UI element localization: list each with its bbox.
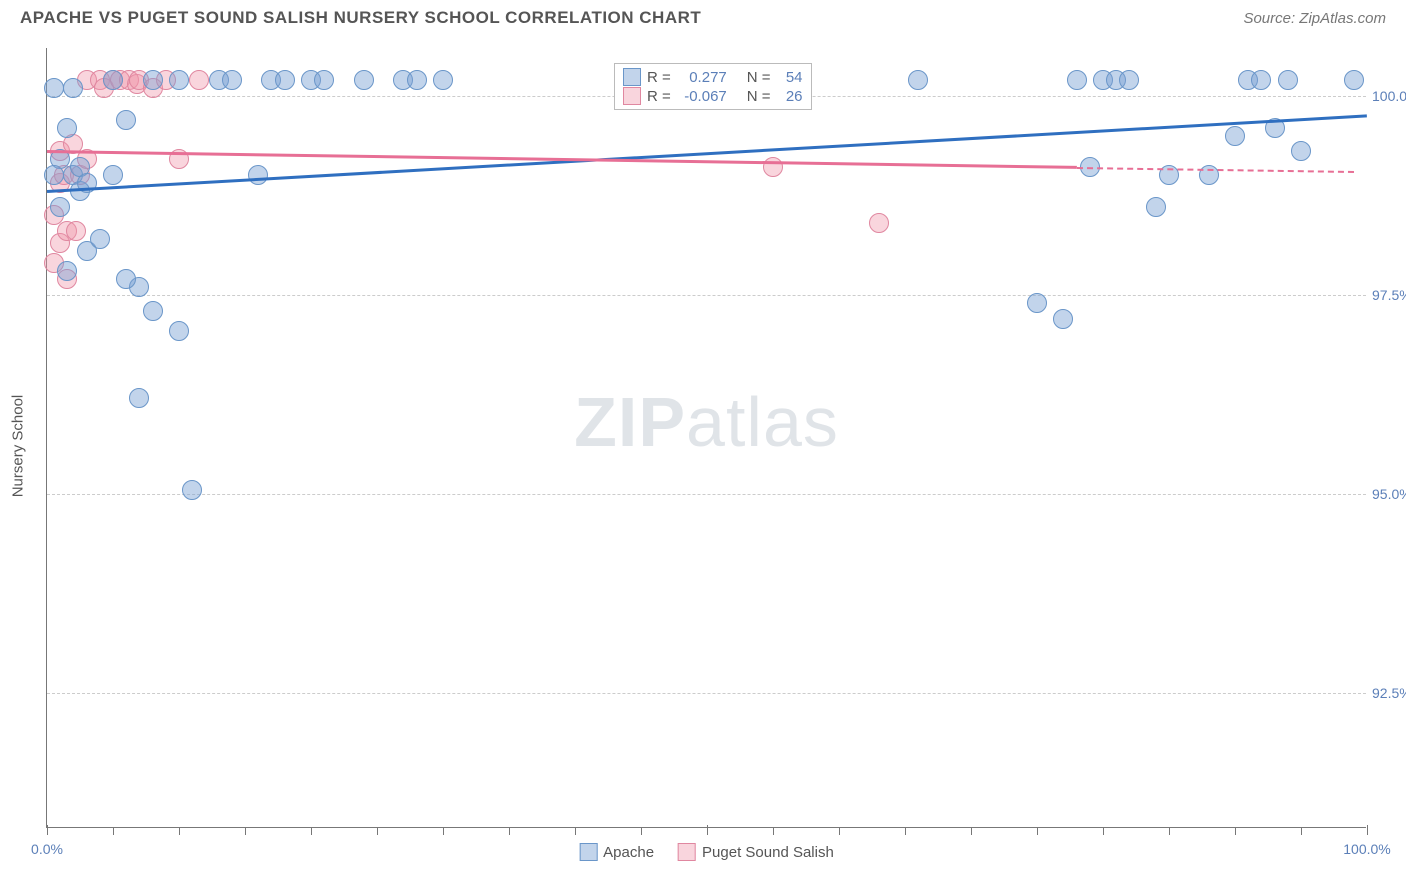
x-tick <box>971 827 972 835</box>
data-point <box>869 213 889 233</box>
x-tick <box>443 827 444 835</box>
data-point <box>103 165 123 185</box>
x-tick <box>509 827 510 835</box>
x-tick <box>905 827 906 835</box>
scatter-chart: ZIPatlas ApachePuget Sound Salish 92.5%9… <box>46 48 1366 828</box>
x-tick <box>641 827 642 835</box>
y-tick-label: 95.0% <box>1372 486 1406 502</box>
data-point <box>248 165 268 185</box>
source-label: Source: ZipAtlas.com <box>1243 10 1386 27</box>
data-point <box>143 70 163 90</box>
data-point <box>354 70 374 90</box>
data-point <box>143 301 163 321</box>
data-point <box>57 261 77 281</box>
data-point <box>182 480 202 500</box>
y-axis-title: Nursery School <box>10 395 27 498</box>
x-tick <box>839 827 840 835</box>
legend-swatch <box>678 843 696 861</box>
y-tick-label: 100.0% <box>1372 88 1406 104</box>
x-tick <box>311 827 312 835</box>
x-tick <box>113 827 114 835</box>
x-tick <box>1037 827 1038 835</box>
x-tick <box>773 827 774 835</box>
legend-item: Apache <box>579 843 654 861</box>
data-point <box>57 118 77 138</box>
data-point <box>1291 141 1311 161</box>
legend-swatch <box>623 87 641 105</box>
chart-title: APACHE VS PUGET SOUND SALISH NURSERY SCH… <box>20 8 701 28</box>
gridline <box>47 494 1366 495</box>
x-tick <box>377 827 378 835</box>
data-point <box>169 321 189 341</box>
x-tick <box>1169 827 1170 835</box>
stats-row: R =-0.067N =26 <box>623 87 803 105</box>
watermark: ZIPatlas <box>574 382 839 462</box>
data-point <box>44 165 64 185</box>
data-point <box>116 110 136 130</box>
data-point <box>314 70 334 90</box>
legend-swatch <box>579 843 597 861</box>
data-point <box>908 70 928 90</box>
trend-line <box>47 150 1077 168</box>
x-tick <box>707 825 708 835</box>
stats-box: R =0.277N =54R =-0.067N =26 <box>614 63 812 110</box>
data-point <box>189 70 209 90</box>
x-tick <box>1235 827 1236 835</box>
data-point <box>44 78 64 98</box>
data-point <box>1067 70 1087 90</box>
data-point <box>275 70 295 90</box>
data-point <box>63 78 83 98</box>
data-point <box>1278 70 1298 90</box>
data-point <box>222 70 242 90</box>
legend-item: Puget Sound Salish <box>678 843 834 861</box>
legend-label: Puget Sound Salish <box>702 844 834 861</box>
x-tick <box>575 827 576 835</box>
data-point <box>1119 70 1139 90</box>
data-point <box>66 221 86 241</box>
data-point <box>1225 126 1245 146</box>
x-tick <box>1301 827 1302 835</box>
data-point <box>1053 309 1073 329</box>
data-point <box>1344 70 1364 90</box>
legend-swatch <box>623 68 641 86</box>
x-tick <box>47 825 48 835</box>
legend-label: Apache <box>603 844 654 861</box>
stats-row: R =0.277N =54 <box>623 68 803 86</box>
x-tick-label: 100.0% <box>1343 841 1390 857</box>
data-point <box>1027 293 1047 313</box>
legend: Apache Puget Sound Salish <box>579 843 834 861</box>
gridline <box>47 295 1366 296</box>
x-tick <box>1103 827 1104 835</box>
data-point <box>103 70 123 90</box>
y-tick-label: 92.5% <box>1372 685 1406 701</box>
gridline <box>47 693 1366 694</box>
data-point <box>116 269 136 289</box>
data-point <box>169 70 189 90</box>
x-tick <box>245 827 246 835</box>
data-point <box>407 70 427 90</box>
data-point <box>1251 70 1271 90</box>
y-tick-label: 97.5% <box>1372 287 1406 303</box>
x-tick-label: 0.0% <box>31 841 63 857</box>
x-tick <box>1367 825 1368 835</box>
data-point <box>129 388 149 408</box>
data-point <box>90 229 110 249</box>
x-tick <box>179 827 180 835</box>
data-point <box>1146 197 1166 217</box>
data-point <box>50 197 70 217</box>
data-point <box>433 70 453 90</box>
